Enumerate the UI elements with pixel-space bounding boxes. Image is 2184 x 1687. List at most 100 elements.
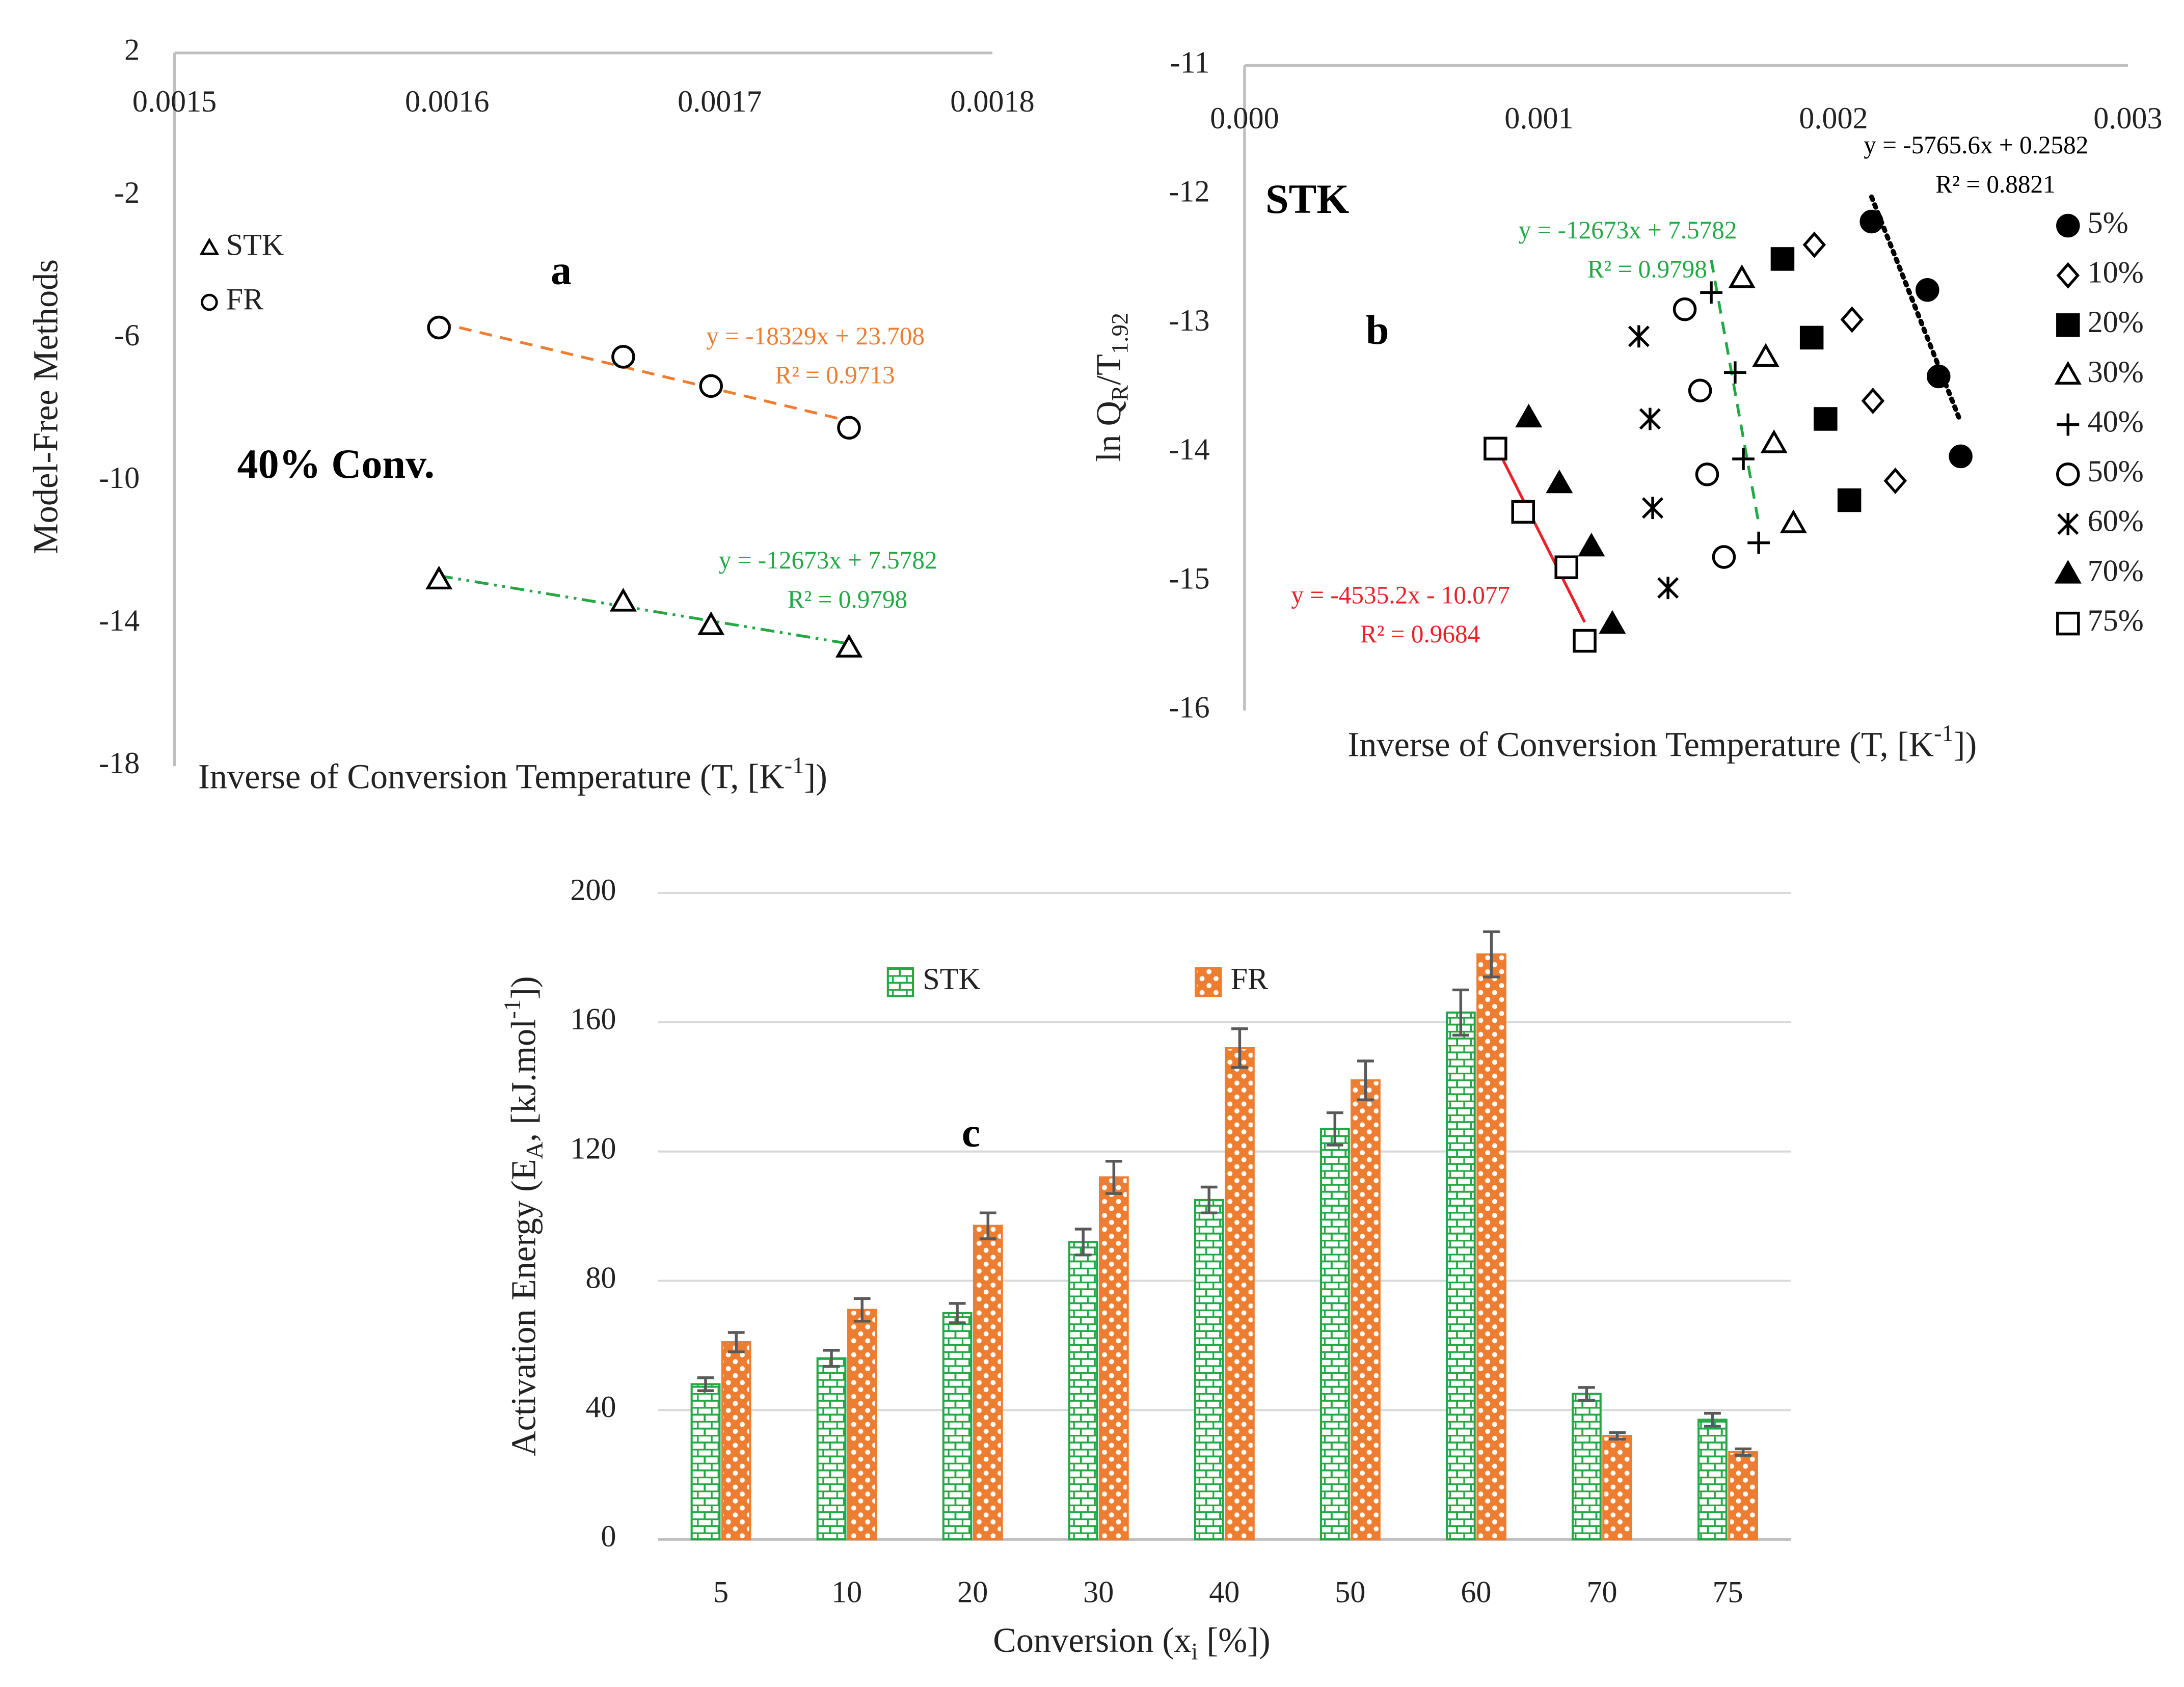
y-axis-label-part: A <box>522 1141 548 1159</box>
annotation: 40% Conv. <box>237 441 435 487</box>
marker <box>837 416 861 440</box>
error-bar <box>1578 1386 1595 1402</box>
panel-label: c <box>962 1109 980 1156</box>
marker <box>427 315 451 340</box>
error-bar <box>1231 1027 1248 1069</box>
trendline <box>1494 444 1586 623</box>
x-axis-label-part: [%]) <box>1198 1621 1270 1659</box>
marker <box>1916 278 1939 302</box>
marker <box>1883 467 1907 495</box>
trend-equation: y = -12673x + 7.5782 <box>719 546 937 574</box>
error-bar <box>1609 1431 1626 1441</box>
error-bar <box>1200 1185 1218 1214</box>
marker <box>1641 497 1664 520</box>
x-axis-label-part: ]) <box>1954 725 1977 764</box>
y-tick-label: -16 <box>1169 691 1209 725</box>
annotation: STK <box>1265 176 1349 222</box>
y-tick-label: 40 <box>585 1390 616 1424</box>
x-tick-label: 10 <box>831 1575 862 1609</box>
marker <box>1578 532 1605 557</box>
y-tick-label: 0 <box>601 1519 616 1554</box>
trend-r2: R² = 0.8821 <box>1935 170 2055 198</box>
y-tick-label: 2 <box>124 33 140 67</box>
marker <box>1700 281 1722 304</box>
marker <box>1770 247 1795 271</box>
marker <box>1546 469 1573 494</box>
marker <box>425 565 453 590</box>
bar <box>1476 953 1506 1541</box>
y-tick-label: -12 <box>1169 175 1209 209</box>
legend-swatch <box>886 967 914 997</box>
marker <box>1511 500 1535 524</box>
x-tick-label: 60 <box>1461 1575 1491 1609</box>
y-tick-label: -11 <box>1170 45 1210 79</box>
trend-equation: y = -5765.6x + 0.2582 <box>1864 131 2088 159</box>
trendline <box>439 574 849 645</box>
legend-marker <box>2054 560 2082 584</box>
marker <box>1515 403 1543 428</box>
bar <box>1225 1047 1255 1541</box>
marker <box>1673 297 1697 321</box>
marker <box>1657 577 1679 600</box>
error-bar <box>1074 1228 1092 1257</box>
y-axis-label-part: -1 <box>500 999 526 1019</box>
y-tick-label: -6 <box>114 318 140 352</box>
y-axis-label-part: Activation Energy (E <box>504 1159 543 1456</box>
marker <box>1724 361 1746 384</box>
error-bar <box>949 1302 966 1324</box>
legend-label: 40% <box>2088 404 2144 439</box>
x-tick-label: 20 <box>957 1575 988 1609</box>
y-tick-label: 80 <box>585 1261 616 1295</box>
marker <box>1949 444 1973 469</box>
bar <box>1098 1176 1129 1541</box>
trendline <box>1710 260 1760 524</box>
error-bar <box>1326 1111 1343 1147</box>
bar <box>690 1383 721 1541</box>
marker <box>1814 407 1838 431</box>
bar <box>847 1309 877 1541</box>
legend-marker <box>199 237 220 255</box>
y-tick-label: 200 <box>570 873 616 907</box>
y-axis-label-part: ln Q <box>1089 401 1128 462</box>
x-axis-label-part: Inverse of Conversion Temperature (T, [K <box>1347 725 1934 764</box>
x-tick-label: 0.0017 <box>678 85 762 119</box>
marker <box>1799 325 1824 350</box>
error-bar <box>1357 1059 1374 1101</box>
x-tick-label: 0.001 <box>1504 101 1573 135</box>
y-tick-label: -13 <box>1169 304 1209 338</box>
bar <box>816 1357 847 1541</box>
legend-label: FR <box>1231 962 1269 996</box>
legend-label: STK <box>226 228 284 262</box>
error-bar <box>853 1297 871 1323</box>
error-bar <box>1735 1447 1752 1457</box>
marker <box>699 374 723 398</box>
y-axis-label-part: 1.92 <box>1107 313 1133 354</box>
marker <box>609 588 637 612</box>
x-tick-label: 70 <box>1586 1575 1617 1609</box>
marker <box>1688 378 1712 402</box>
x-tick-label: 0.003 <box>2093 101 2162 135</box>
bar <box>942 1312 973 1541</box>
bar <box>1351 1079 1381 1541</box>
marker <box>611 345 635 369</box>
error-bar <box>1452 988 1469 1037</box>
bar <box>1194 1199 1224 1541</box>
x-axis-label-part: -1 <box>1934 721 1954 747</box>
marker <box>1779 509 1807 533</box>
bar <box>1697 1419 1728 1541</box>
legend-marker <box>2056 462 2080 486</box>
error-bar <box>823 1349 840 1368</box>
marker <box>1859 209 1883 234</box>
x-tick-label: 5 <box>713 1575 729 1609</box>
y-axis-label-part: R <box>1107 385 1133 401</box>
marker <box>1732 448 1755 470</box>
bar <box>1068 1241 1098 1541</box>
y-axis-label: ln QR/T1.92 <box>1089 313 1133 462</box>
x-tick-label: 50 <box>1335 1575 1365 1609</box>
marker <box>1861 387 1885 415</box>
x-tick-label: 0.0015 <box>132 85 217 119</box>
marker <box>697 611 725 635</box>
marker <box>1599 610 1626 634</box>
y-tick-label: -14 <box>99 604 140 638</box>
bar <box>1445 1011 1476 1541</box>
